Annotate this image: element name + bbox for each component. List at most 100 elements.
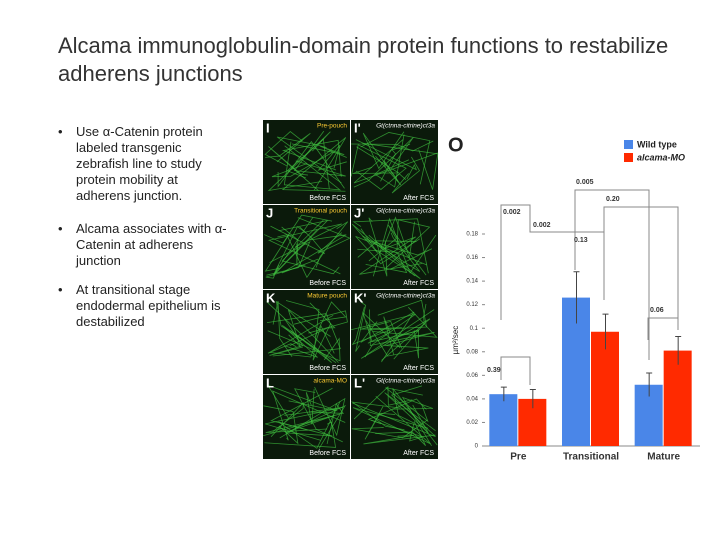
- cell-outline: [264, 214, 333, 244]
- cell-outline: [365, 320, 429, 357]
- cell-outline: [355, 302, 367, 352]
- panel-letter: K': [354, 290, 366, 305]
- bullet-text: Use α-Catenin protein labeled transgenic…: [76, 124, 203, 203]
- panel-label: Gt(ctnna-citrine)ct3a: [376, 293, 435, 300]
- cell-outline: [355, 139, 418, 180]
- cell-outline: [355, 235, 428, 266]
- panel-label: Mature pouch: [307, 293, 347, 300]
- cell-outline: [364, 238, 433, 270]
- panel-letter: I': [354, 120, 361, 135]
- panel-label: Pre-pouch: [317, 123, 347, 130]
- micrograph-image: [263, 205, 350, 289]
- cell-outline: [266, 313, 341, 357]
- cell-outline: [287, 309, 339, 363]
- panel-caption: Before FCS: [309, 195, 346, 202]
- cell-outline: [268, 146, 319, 191]
- slide-title: Alcama immunoglobulin-domain protein fun…: [58, 33, 669, 86]
- panel-label: Gt(ctnna-citrine)ct3a: [376, 123, 435, 130]
- error-bar: [646, 372, 653, 397]
- cell-outline: [277, 234, 325, 279]
- y-tick-label: 0.08: [466, 349, 478, 355]
- cell-outline: [315, 221, 349, 268]
- cell-outline: [353, 137, 414, 188]
- panel-caption: After FCS: [403, 280, 434, 287]
- micrograph-image: [263, 375, 350, 459]
- cell-outline: [276, 136, 342, 184]
- cell-outline: [283, 141, 342, 191]
- cell-outline: [269, 318, 304, 356]
- panel-letter: J: [266, 205, 273, 220]
- p-value: 0.002: [503, 209, 521, 216]
- x-tick-label: Mature: [647, 452, 680, 463]
- p-value: 0.002: [533, 222, 551, 229]
- cell-outline: [265, 133, 311, 163]
- panel-caption: Before FCS: [309, 365, 346, 372]
- cell-outline: [262, 413, 340, 437]
- y-axis-label: µm²/sec: [451, 326, 460, 355]
- cell-outline: [350, 313, 416, 358]
- cell-outline: [317, 144, 347, 171]
- cell-outline: [372, 307, 438, 338]
- cell-outline: [385, 219, 431, 269]
- cell-outline: [360, 132, 431, 185]
- cell-outline: [384, 392, 436, 434]
- cell-outline: [360, 320, 403, 349]
- y-tick-label: 0.04: [466, 396, 478, 402]
- bullet-text: Alcama associates with α-Catenin at adhe…: [76, 221, 227, 268]
- panel-caption: Before FCS: [309, 450, 346, 457]
- cell-outline: [269, 324, 335, 358]
- cell-outline: [270, 387, 333, 437]
- p-value: 0.005: [576, 179, 594, 186]
- panel-label: Transitional pouch: [294, 208, 347, 215]
- cell-outline: [375, 421, 426, 446]
- y-tick-label: 0.1: [470, 326, 479, 332]
- cell-outline: [266, 240, 311, 276]
- p-value: 0.20: [606, 196, 620, 203]
- cell-outline: [264, 130, 303, 167]
- x-tick-label: Pre: [510, 452, 527, 463]
- p-value: 0.39: [487, 367, 501, 374]
- panel-caption: After FCS: [403, 365, 434, 372]
- bullet-text: At transitional stage endodermal epithel…: [76, 282, 221, 329]
- p-value: 0.06: [650, 307, 664, 314]
- significance-brackets: [500, 189, 679, 385]
- cell-outline: [267, 330, 341, 362]
- cell-outline: [362, 142, 439, 190]
- legend-label: alcama-MO: [637, 152, 685, 162]
- panel-label: Gt(ctnna-citrine)ct3a: [376, 378, 435, 385]
- cell-outline: [264, 421, 337, 448]
- cell-outline: [270, 401, 304, 437]
- cell-outline: [374, 240, 421, 280]
- cell-outline: [264, 233, 290, 272]
- cell-outline: [281, 219, 340, 275]
- cell-outline: [368, 217, 388, 277]
- cell-outline: [314, 301, 347, 337]
- bullet: • At transitional stage endodermal epithe…: [58, 282, 233, 330]
- panel-caption: After FCS: [403, 450, 434, 457]
- panel-caption: Before FCS: [309, 280, 346, 287]
- p-value: 0.13: [574, 237, 588, 244]
- legend-label: Wild type: [637, 139, 677, 149]
- error-bar: [500, 386, 507, 402]
- panel-letter: L: [266, 375, 274, 390]
- cell-outline: [265, 406, 344, 441]
- cell-outline: [291, 143, 347, 158]
- y-tick-label: 0: [475, 444, 479, 450]
- cell-outline: [367, 316, 395, 355]
- cell-outline: [279, 386, 346, 439]
- panel-letter: L': [354, 375, 365, 390]
- cell-outline: [357, 234, 384, 258]
- panel-caption: After FCS: [403, 195, 434, 202]
- y-tick-label: 0.06: [466, 373, 478, 379]
- panel-letter: I: [266, 120, 270, 135]
- legend-swatch: [624, 153, 633, 162]
- panel-letter: K: [266, 290, 276, 305]
- cell-outline: [364, 406, 396, 440]
- error-bar: [573, 271, 580, 324]
- cell-outline: [289, 302, 336, 347]
- cell-outline: [351, 140, 434, 152]
- cell-outline: [293, 310, 348, 334]
- cell-outline: [362, 131, 405, 182]
